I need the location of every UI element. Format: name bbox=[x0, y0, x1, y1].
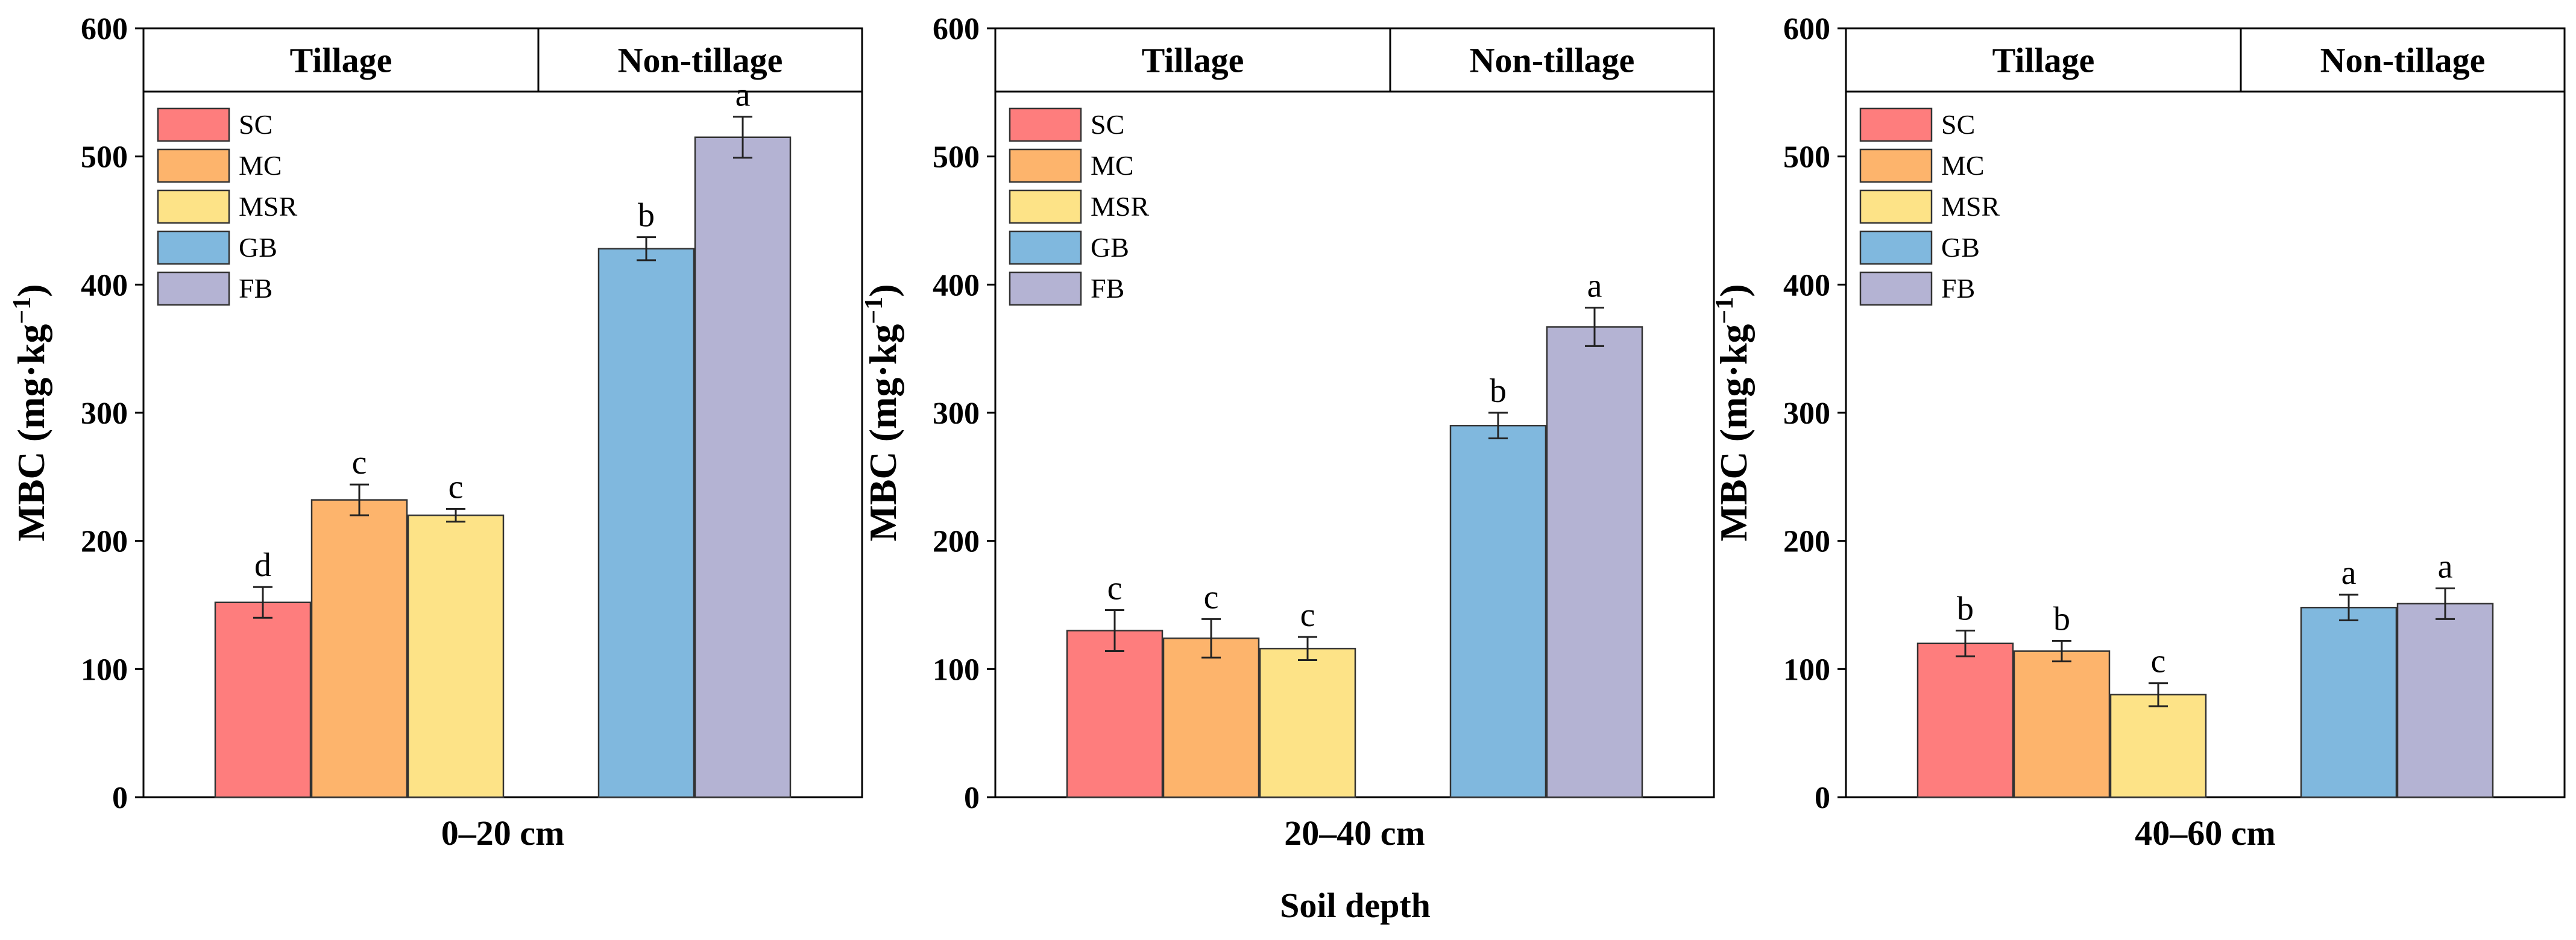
y-tick-label: 100 bbox=[1783, 653, 1830, 687]
y-axis-label: MBC (mg·kg−1) bbox=[8, 284, 52, 541]
legend-label-msr: MSR bbox=[1091, 191, 1149, 222]
y-tick-label: 500 bbox=[81, 140, 128, 175]
y-tick-label: 0 bbox=[1815, 781, 1830, 815]
significance-letter: b bbox=[2053, 601, 2070, 638]
legend-swatch-msr bbox=[1009, 189, 1082, 224]
y-tick-label: 100 bbox=[933, 653, 980, 687]
group-header-non-tillage: Non-tillage bbox=[618, 41, 783, 80]
significance-letter: c bbox=[352, 444, 367, 481]
legend-swatch-gb bbox=[157, 230, 230, 265]
significance-letter: d bbox=[254, 547, 271, 584]
significance-letter: c bbox=[449, 469, 464, 506]
legend-label-msr: MSR bbox=[239, 191, 297, 222]
y-tick-label: 400 bbox=[1783, 268, 1830, 302]
bar-mc bbox=[2013, 650, 2111, 798]
significance-letter: a bbox=[1587, 268, 1602, 305]
y-tick-label: 400 bbox=[933, 268, 980, 302]
legend-label-sc: SC bbox=[1941, 109, 1975, 140]
legend-label-mc: MC bbox=[1941, 150, 1985, 181]
bar-msr bbox=[1259, 648, 1356, 798]
significance-letter: b bbox=[638, 197, 655, 234]
legend-swatch-fb bbox=[1009, 271, 1082, 306]
bar-mc bbox=[1162, 638, 1260, 798]
significance-letter: a bbox=[2438, 548, 2453, 585]
bar-gb bbox=[2300, 607, 2398, 798]
panel-x-label: 0–20 cm bbox=[441, 813, 565, 853]
y-tick-label: 0 bbox=[112, 781, 128, 815]
legend-label-gb: GB bbox=[1941, 232, 1980, 263]
chart-panel-3: Tillage Non-tillage 0 100 200 300 400 500 600 MBC… bbox=[1711, 12, 2566, 853]
bar-fb bbox=[694, 136, 792, 798]
y-tick-label: 500 bbox=[933, 140, 980, 175]
legend-swatch-gb bbox=[1009, 230, 1082, 265]
legend-label-gb: GB bbox=[239, 232, 277, 263]
legend-swatch-mc bbox=[157, 148, 230, 183]
bar-msr bbox=[407, 514, 505, 798]
group-header-tillage: Tillage bbox=[290, 41, 392, 80]
significance-letter: a bbox=[2341, 554, 2357, 592]
legend-swatch-msr bbox=[1859, 189, 1933, 224]
bar-fb bbox=[2396, 603, 2494, 798]
significance-letter: c bbox=[1107, 570, 1123, 607]
bar-sc bbox=[214, 601, 312, 798]
y-tick-label: 400 bbox=[81, 268, 128, 302]
y-tick-label: 600 bbox=[81, 12, 128, 46]
y-tick-label: 300 bbox=[933, 396, 980, 431]
bar-sc bbox=[1066, 630, 1164, 798]
legend-label-gb: GB bbox=[1091, 232, 1129, 263]
legend-label-fb: FB bbox=[1941, 273, 1975, 304]
group-header-tillage: Tillage bbox=[1992, 41, 2095, 80]
chart-panel-1: Tillage Non-tillage 0 100 200 300 400 500 600 MBC… bbox=[8, 12, 863, 853]
bar-msr bbox=[2109, 694, 2207, 798]
significance-letter: b bbox=[1490, 372, 1507, 410]
legend-label-fb: FB bbox=[239, 273, 272, 304]
bar-gb bbox=[1449, 425, 1547, 798]
y-tick-label: 600 bbox=[933, 12, 980, 46]
legend-swatch-mc bbox=[1009, 148, 1082, 183]
significance-letter: c bbox=[1204, 578, 1219, 616]
legend-swatch-sc bbox=[157, 107, 230, 142]
y-tick-label: 500 bbox=[1783, 140, 1830, 175]
panel-x-label: 40–60 cm bbox=[2135, 813, 2276, 853]
legend-label-mc: MC bbox=[1091, 150, 1134, 181]
legend-swatch-sc bbox=[1859, 107, 1933, 142]
legend-label-fb: FB bbox=[1091, 273, 1124, 304]
legend-swatch-msr bbox=[157, 189, 230, 224]
legend-swatch-gb bbox=[1859, 230, 1933, 265]
legend-label-mc: MC bbox=[239, 150, 282, 181]
y-axis-label: MBC (mg·kg−1) bbox=[860, 284, 904, 541]
legend-label-sc: SC bbox=[239, 109, 272, 140]
y-tick-label: 300 bbox=[1783, 396, 1830, 431]
y-tick-label: 200 bbox=[81, 525, 128, 559]
significance-letter: c bbox=[2151, 643, 2166, 680]
legend-swatch-sc bbox=[1009, 107, 1082, 142]
panel-x-label: 20–40 cm bbox=[1284, 813, 1425, 853]
group-header-tillage: Tillage bbox=[1142, 41, 1244, 80]
y-axis-label: MBC (mg·kg−1) bbox=[1711, 284, 1755, 541]
legend-swatch-fb bbox=[157, 271, 230, 306]
y-tick-label: 200 bbox=[933, 525, 980, 559]
legend-label-msr: MSR bbox=[1941, 191, 2000, 222]
chart-panel-2: Tillage Non-tillage 0 100 200 300 400 500 600 MBC… bbox=[860, 12, 1715, 853]
group-header-non-tillage: Non-tillage bbox=[2320, 41, 2486, 80]
bar-gb bbox=[597, 248, 695, 798]
bar-mc bbox=[310, 499, 408, 798]
y-tick-label: 200 bbox=[1783, 525, 1830, 559]
significance-letter: a bbox=[735, 77, 751, 114]
significance-letter: c bbox=[1300, 597, 1315, 634]
significance-letter: b bbox=[1957, 591, 1974, 628]
y-tick-label: 600 bbox=[1783, 12, 1830, 46]
y-tick-label: 0 bbox=[964, 781, 980, 815]
bar-sc bbox=[1916, 642, 2014, 798]
bar-fb bbox=[1546, 326, 1643, 798]
legend-swatch-fb bbox=[1859, 271, 1933, 306]
legend-swatch-mc bbox=[1859, 148, 1933, 183]
y-tick-label: 100 bbox=[81, 653, 128, 687]
group-header-non-tillage: Non-tillage bbox=[1470, 41, 1635, 80]
legend-label-sc: SC bbox=[1091, 109, 1124, 140]
shared-x-axis-label: Soil depth bbox=[1280, 886, 1431, 925]
y-tick-label: 300 bbox=[81, 396, 128, 431]
